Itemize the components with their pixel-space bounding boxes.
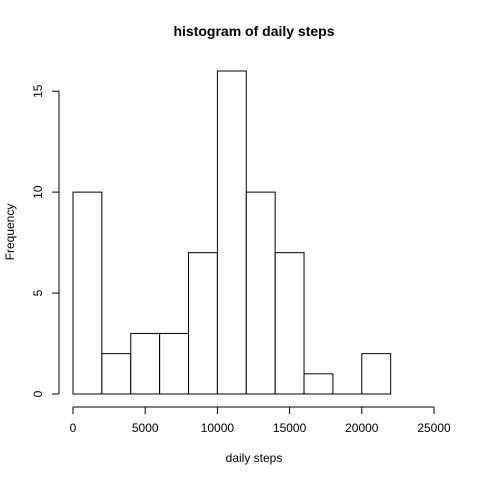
x-tick-label: 5000 [132, 421, 159, 435]
x-tick-label: 25000 [417, 421, 451, 435]
y-tick-label: 10 [31, 185, 45, 199]
bar-4000-6000 [130, 332, 161, 395]
y-tick-label: 0 [31, 390, 45, 397]
x-tick-label: 10000 [201, 421, 235, 435]
x-tick-label: 20000 [345, 421, 379, 435]
bar-16000-18000 [303, 373, 334, 395]
y-tick-label: 15 [31, 84, 45, 98]
bar-8000-10000 [188, 252, 218, 395]
bar-12000-14000 [245, 191, 276, 395]
y-axis-label: Frequency [3, 204, 17, 261]
bar-2000-4000 [101, 353, 132, 395]
bar-10000-12000 [216, 70, 247, 395]
bar-6000-8000 [159, 332, 190, 395]
bar-20000-22000 [361, 353, 392, 395]
bar-14000-16000 [274, 252, 305, 395]
x-axis-label: daily steps [226, 451, 283, 465]
x-tick-label: 15000 [273, 421, 307, 435]
bar-0-2000 [72, 191, 103, 395]
chart-title: histogram of daily steps [173, 23, 334, 39]
bars-group [72, 70, 392, 395]
x-axis: 0 5000 10000 15000 20000 25000 [70, 406, 451, 435]
x-tick-label: 0 [70, 421, 77, 435]
y-axis: 0 5 10 15 [31, 84, 60, 397]
y-tick-label: 5 [31, 289, 45, 296]
